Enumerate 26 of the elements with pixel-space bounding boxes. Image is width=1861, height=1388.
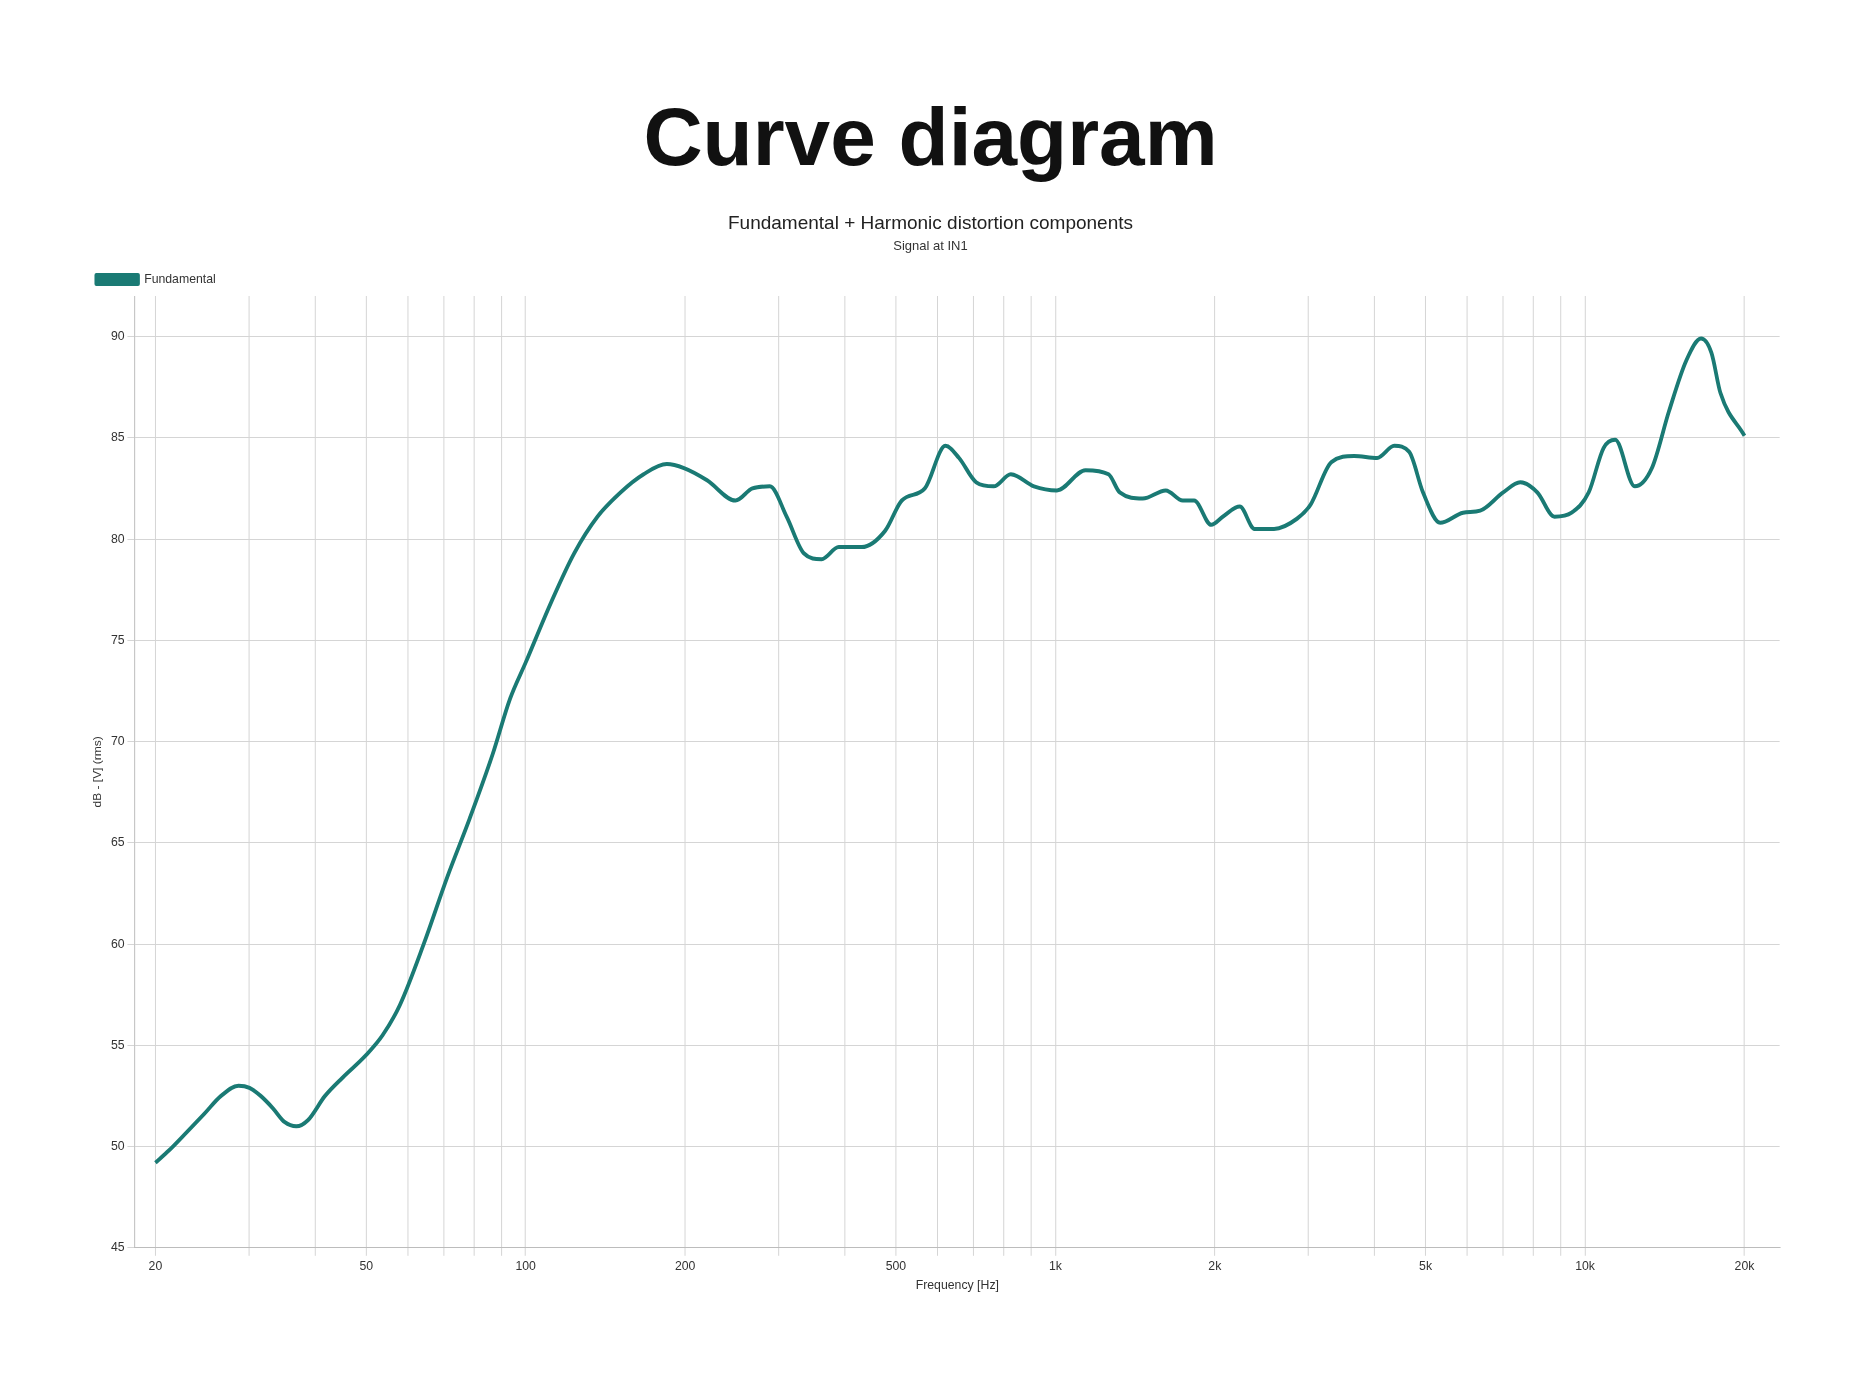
chart-subtitle: Fundamental + Harmonic distortion components: [727, 212, 1134, 234]
x-tick-label: 500: [885, 1258, 907, 1274]
x-tick-label: 10k: [1575, 1258, 1596, 1274]
x-tick-label: 50: [359, 1258, 374, 1274]
x-tick-label: 5k: [1419, 1258, 1433, 1274]
x-tick-label: 20: [148, 1258, 163, 1274]
y-tick-label: 55: [110, 1037, 125, 1052]
y-tick-label: 85: [110, 430, 125, 445]
y-tick-label: 60: [110, 936, 125, 951]
y-tick-label: 65: [110, 835, 125, 850]
x-tick-label: 200: [674, 1258, 696, 1274]
y-tick-label: 45: [110, 1240, 125, 1255]
x-axis-title: Frequency [Hz]: [915, 1277, 999, 1292]
chart-title: Curve diagram: [642, 90, 1219, 184]
y-tick-label: 70: [110, 733, 125, 749]
x-tick-label: 2k: [1208, 1258, 1222, 1274]
y-tick-label: 50: [110, 1138, 125, 1154]
y-tick-label: 75: [110, 632, 125, 647]
y-tick-label: 80: [110, 531, 125, 546]
y-tick-label: 90: [110, 328, 125, 344]
text: Signal at IN1: [892, 238, 969, 253]
x-tick-label: 20k: [1734, 1258, 1756, 1274]
legend-label: Fundamental: [144, 271, 216, 287]
x-tick-label: 1k: [1048, 1258, 1063, 1274]
x-tick-label: 100: [515, 1258, 536, 1274]
y-axis-title: dB - [V] (rms): [89, 736, 103, 808]
